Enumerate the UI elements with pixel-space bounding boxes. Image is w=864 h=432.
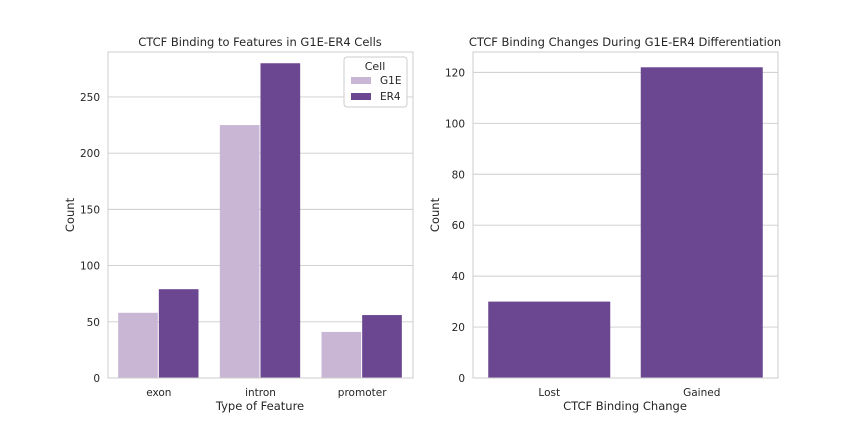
y-tick-label: 250 [80,92,100,104]
left-chart-bars [118,63,402,378]
legend-title: Cell [365,60,386,73]
bar-er4-exon [158,289,199,378]
legend: Cell G1E ER4 [343,56,408,108]
right-chart-ylabel: Count [428,197,442,232]
bar-gained [640,67,763,378]
y-tick-label: 20 [452,322,465,334]
right-chart-frame [472,51,779,379]
y-tick-label: 120 [445,67,465,79]
left-chart-yticks: 0 50 100 150 200 250 [80,92,100,385]
y-tick-label: 0 [458,373,465,385]
bar-g1e-exon [118,312,158,378]
bar-g1e-intron [219,125,260,378]
legend-swatch-g1e [351,77,371,84]
bar-er4-intron [260,63,301,378]
left-chart: CTCF Binding to Features in G1E-ER4 Cell… [63,35,414,413]
y-tick-label: 40 [452,271,465,283]
bar-g1e-promoter [321,331,362,378]
x-tick-label: promoter [338,387,387,399]
y-tick-label: 100 [445,118,465,130]
legend-label-er4: ER4 [380,91,401,103]
left-chart-ylabel: Count [63,197,77,232]
y-tick-label: 0 [93,373,100,385]
left-chart-title: CTCF Binding to Features in G1E-ER4 Cell… [138,35,382,49]
right-chart-yticks: 0 20 40 60 80 100 120 [445,67,465,385]
y-tick-label: 100 [80,261,100,273]
right-chart-xlabel: CTCF Binding Change [563,399,687,413]
bar-lost [488,301,611,378]
x-tick-label: exon [146,387,171,399]
y-tick-label: 150 [80,204,100,216]
bar-er4-promoter [362,315,402,378]
legend-swatch-er4 [351,93,371,100]
x-tick-label: Gained [683,387,720,399]
left-chart-xticks: exon intron promoter [146,387,387,399]
y-tick-label: 60 [452,220,465,232]
right-chart: CTCF Binding Changes During G1E-ER4 Diff… [428,35,781,413]
right-chart-bars [488,67,763,378]
left-chart-xlabel: Type of Feature [215,399,304,413]
y-tick-label: 200 [80,148,100,160]
y-tick-label: 80 [452,169,465,181]
x-tick-label: intron [245,387,276,399]
legend-label-g1e: G1E [380,75,401,87]
left-chart-frame [107,51,414,379]
right-chart-title: CTCF Binding Changes During G1E-ER4 Diff… [469,35,781,49]
right-chart-xticks: Lost Gained [538,387,720,399]
y-tick-label: 50 [87,317,100,329]
x-tick-label: Lost [538,387,560,399]
